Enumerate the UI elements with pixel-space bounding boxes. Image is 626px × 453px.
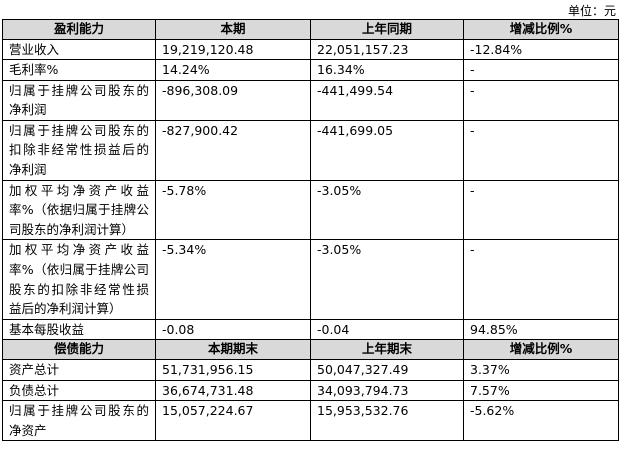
- label-line: 毛利率%: [9, 62, 59, 78]
- header-cell: 本期: [155, 19, 311, 40]
- row-label: 归属于挂牌公司股东的 净资产: [2, 400, 156, 442]
- table-body: 盈利能力 本期 上年同期 增减比例% 营业收入 19,219,120.48 22,051,1…: [2, 19, 619, 442]
- row-label: 营业收入: [2, 38, 156, 61]
- label-line: 司股东的净利润计算）: [9, 221, 135, 237]
- data-row: 归属于挂牌公司股东的 净利润 -896,308.09 -441,499.54-: [2, 79, 619, 121]
- label-line: 基本每股收益: [9, 321, 85, 337]
- value-cell: -5.62%: [463, 400, 619, 442]
- value-cell: -5.78%: [155, 179, 311, 241]
- label-line: 率%（依归属于挂牌公司: [9, 262, 149, 278]
- value-cell: 22,051,157.23: [310, 38, 464, 61]
- value-cell: -827,900.42: [155, 119, 311, 181]
- label-line: 归属于挂牌公司股东的: [9, 122, 149, 138]
- header-cell: 增减比例%: [463, 19, 619, 40]
- value-cell: -: [463, 239, 619, 320]
- label-line: 净利润: [9, 102, 47, 118]
- value-cell: -0.08: [155, 318, 311, 341]
- value-cell: 36,674,731.48: [155, 379, 311, 402]
- label-line: 净利润: [9, 162, 47, 178]
- data-row: 负债总计 36,674,731.48 34,093,794.73 7.57%: [2, 379, 619, 402]
- unit-label: 单位：元: [567, 4, 616, 18]
- value-cell: 94.85%: [463, 318, 619, 341]
- data-row: 基本每股收益 -0.08 -0.04 94.85%: [2, 318, 619, 341]
- header-cell: 上年期末: [310, 339, 464, 360]
- value-cell: 50,047,327.49: [310, 358, 464, 381]
- value-cell: 14.24%: [155, 59, 311, 81]
- data-row: 营业收入 19,219,120.48 22,051,157.23 -12.84%: [2, 38, 619, 61]
- header-cell: 盈利能力: [2, 19, 156, 40]
- label-line: 率%（依据归属于挂牌公: [9, 202, 149, 218]
- header-row: 盈利能力 本期 上年同期 增减比例%: [2, 19, 619, 40]
- header-cell: 上年同期: [310, 19, 464, 40]
- value-cell: 7.57%: [463, 379, 619, 402]
- row-label: 毛利率%: [2, 59, 156, 81]
- value-cell: 51,731,956.15: [155, 358, 311, 381]
- header-cell: 偿债能力: [2, 339, 156, 360]
- data-row: 加权平均净资产收益 率%（依据归属于挂牌公 司股东的净利润计算） -5.78% -3.0…: [2, 179, 619, 241]
- financial-table: 盈利能力 本期 上年同期 增减比例% 营业收入 19,219,120.48 22,051,1…: [2, 19, 619, 442]
- value-cell: -: [463, 59, 619, 81]
- header-row: 偿债能力 本期期末 上年期末 增减比例%: [2, 339, 619, 360]
- value-cell: 16.34%: [310, 59, 464, 81]
- value-cell: -12.84%: [463, 38, 619, 61]
- header-cell: 增减比例%: [463, 339, 619, 360]
- data-row: 归属于挂牌公司股东的 扣除非经常性损益后的 净利润 -827,900.42 -441,6…: [2, 119, 619, 181]
- label-line: 扣除非经常性损益后的: [9, 142, 149, 158]
- row-label: 归属于挂牌公司股东的 扣除非经常性损益后的 净利润: [2, 119, 156, 181]
- value-cell: 34,093,794.73: [310, 379, 464, 402]
- label-line: 股东的扣除非经常性损: [9, 281, 149, 297]
- data-row: 资产总计 51,731,956.15 50,047,327.49 3.37%: [2, 358, 619, 381]
- data-row: 毛利率% 14.24% 16.34% -: [2, 59, 619, 81]
- label-line: 加权平均净资产收益: [9, 182, 149, 198]
- row-label: 基本每股收益: [2, 318, 156, 341]
- value-cell: -441,699.05: [310, 119, 464, 181]
- row-label: 负债总计: [2, 379, 156, 402]
- value-cell: -: [463, 79, 619, 121]
- row-label: 资产总计: [2, 358, 156, 381]
- value-cell: 3.37%: [463, 358, 619, 381]
- label-line: 净资产: [9, 422, 47, 438]
- label-line: 负债总计: [9, 382, 60, 398]
- data-row: 归属于挂牌公司股东的 净资产 15,057,224.67 15,953,532.76-…: [2, 400, 619, 442]
- label-line: 资产总计: [9, 361, 60, 377]
- data-row: 加权平均净资产收益 率%（依归属于挂牌公司 股东的扣除非经常性损 益后的净利润计算） -…: [2, 239, 619, 320]
- value-cell: -3.05%: [310, 179, 464, 241]
- label-line: 益后的净利润计算）: [9, 301, 122, 317]
- row-label: 加权平均净资产收益 率%（依归属于挂牌公司 股东的扣除非经常性损 益后的净利润计算）: [2, 239, 156, 320]
- value-cell: -: [463, 119, 619, 181]
- label-line: 归属于挂牌公司股东的: [9, 403, 149, 419]
- value-cell: -3.05%: [310, 239, 464, 320]
- label-line: 营业收入: [9, 41, 60, 57]
- value-cell: 15,953,532.76: [310, 400, 464, 442]
- row-label: 加权平均净资产收益 率%（依据归属于挂牌公 司股东的净利润计算）: [2, 179, 156, 241]
- value-cell: 19,219,120.48: [155, 38, 311, 61]
- header-cell: 本期期末: [155, 339, 311, 360]
- value-cell: -0.04: [310, 318, 464, 341]
- label-line: 归属于挂牌公司股东的: [9, 82, 149, 98]
- value-cell: -896,308.09: [155, 79, 311, 121]
- row-label: 归属于挂牌公司股东的 净利润: [2, 79, 156, 121]
- value-cell: -5.34%: [155, 239, 311, 320]
- value-cell: -441,499.54: [310, 79, 464, 121]
- value-cell: -: [463, 179, 619, 241]
- label-line: 加权平均净资产收益: [9, 242, 149, 258]
- value-cell: 15,057,224.67: [155, 400, 311, 442]
